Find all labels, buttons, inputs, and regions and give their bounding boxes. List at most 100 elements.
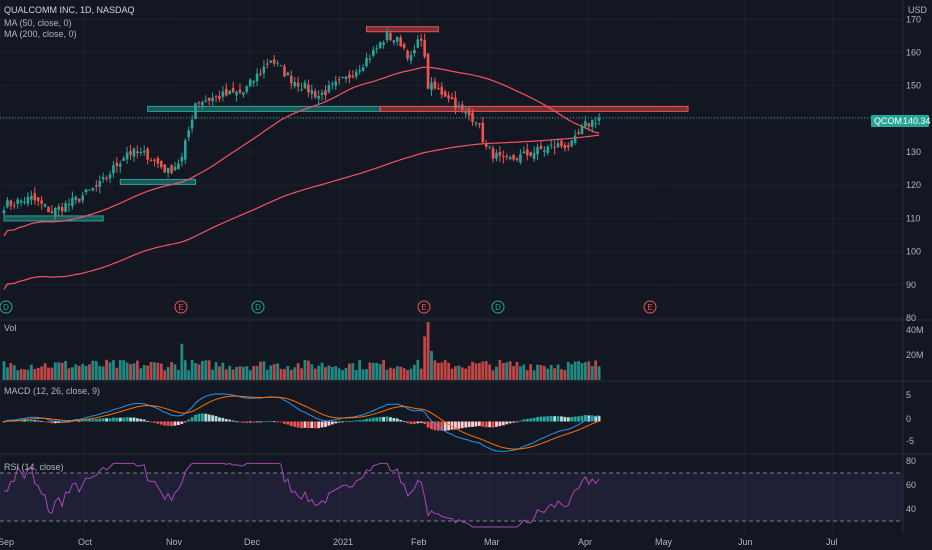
macd-histogram-bar bbox=[330, 421, 334, 425]
candle-body bbox=[402, 44, 406, 49]
candle-body bbox=[218, 96, 221, 100]
candle-body bbox=[361, 67, 365, 71]
candle-body bbox=[276, 62, 279, 64]
macd-histogram-bar bbox=[481, 421, 485, 427]
volume-bar bbox=[498, 359, 502, 380]
volume-bar bbox=[368, 362, 372, 380]
volume-bar bbox=[549, 364, 553, 380]
macd-histogram-bar bbox=[146, 420, 150, 422]
volume-bar bbox=[60, 362, 64, 380]
volume-bar bbox=[12, 365, 16, 380]
volume-bar bbox=[135, 360, 139, 380]
candle-body bbox=[413, 49, 416, 54]
macd-histogram-bar bbox=[495, 421, 498, 427]
volume-bar bbox=[183, 360, 187, 380]
macd-histogram-bar bbox=[395, 418, 399, 422]
volume-bar bbox=[255, 365, 259, 380]
macd-histogram-bar bbox=[368, 418, 372, 422]
volume-bar bbox=[252, 366, 256, 380]
macd-histogram-bar bbox=[375, 417, 379, 422]
volume-bar bbox=[477, 362, 481, 380]
candle-body bbox=[563, 144, 567, 149]
volume-bar bbox=[177, 369, 180, 380]
candle-body bbox=[170, 165, 173, 174]
volume-bar bbox=[71, 367, 74, 380]
macd-histogram-bar bbox=[194, 414, 197, 422]
macd-histogram-bar bbox=[385, 416, 389, 422]
candle-body bbox=[464, 111, 467, 114]
support-zone bbox=[119, 178, 197, 185]
macd-histogram-bar bbox=[313, 421, 317, 429]
volume-tick-label: 40M bbox=[906, 325, 924, 335]
volume-bar bbox=[214, 362, 218, 380]
macd-histogram-bar bbox=[471, 421, 474, 427]
macd-histogram-bar bbox=[197, 413, 201, 422]
volume-bar bbox=[573, 361, 577, 380]
macd-histogram-bar bbox=[279, 421, 283, 423]
macd-histogram-bar bbox=[235, 421, 238, 423]
earnings-marker-label: D bbox=[495, 303, 501, 312]
volume-tick-label: 20M bbox=[906, 350, 924, 360]
candle-body bbox=[471, 112, 474, 122]
volume-bar bbox=[245, 366, 249, 380]
volume-bar bbox=[81, 363, 85, 380]
macd-histogram-bar bbox=[392, 418, 396, 422]
macd-histogram-bar bbox=[221, 417, 225, 422]
time-tick-label: Dec bbox=[244, 537, 261, 547]
volume-bar bbox=[156, 362, 160, 380]
volume-bar bbox=[283, 369, 286, 380]
candle-body bbox=[115, 162, 119, 167]
macd-histogram-bar bbox=[371, 417, 375, 422]
candle-body bbox=[125, 152, 129, 160]
volume-bar bbox=[238, 366, 242, 380]
volume-bar bbox=[129, 364, 132, 380]
price-tick-label: 100 bbox=[906, 247, 921, 257]
macd-histogram-bar bbox=[53, 421, 57, 424]
candle-body bbox=[67, 203, 71, 206]
macd-histogram-bar bbox=[142, 419, 146, 422]
volume-bar bbox=[385, 369, 389, 380]
volume-bar bbox=[224, 369, 228, 380]
candle-body bbox=[536, 147, 539, 155]
candle-body bbox=[201, 101, 204, 106]
candle-body bbox=[74, 196, 78, 201]
candle-body bbox=[177, 163, 180, 170]
volume-bar bbox=[88, 364, 91, 380]
macd-histogram-bar bbox=[549, 415, 553, 422]
candle-body bbox=[488, 147, 491, 149]
volume-bar bbox=[74, 364, 78, 380]
volume-bar bbox=[519, 366, 522, 380]
volume-bar bbox=[488, 364, 492, 380]
rsi-line bbox=[4, 462, 600, 528]
candle-body bbox=[95, 185, 98, 187]
macd-histogram-bar bbox=[190, 417, 194, 422]
candle-body bbox=[228, 90, 232, 95]
volume-bar bbox=[320, 362, 324, 380]
earnings-marker-label: E bbox=[178, 303, 183, 312]
volume-bar bbox=[300, 368, 303, 380]
time-tick-label: May bbox=[655, 537, 673, 547]
volume-bar bbox=[454, 366, 457, 380]
macd-histogram-bar bbox=[94, 419, 98, 422]
candle-body bbox=[183, 140, 187, 160]
candle-body bbox=[539, 145, 543, 150]
volume-bar bbox=[112, 360, 115, 380]
candle-body bbox=[437, 88, 440, 90]
volume-bar bbox=[173, 364, 177, 380]
macd-histogram-bar bbox=[276, 421, 279, 423]
candle-body bbox=[214, 95, 218, 97]
candle-body bbox=[108, 174, 112, 179]
ma50-legend: MA (50, close, 0) bbox=[4, 18, 72, 28]
volume-bar bbox=[426, 322, 430, 380]
macd-histogram-bar bbox=[122, 417, 126, 422]
candle-body bbox=[146, 148, 149, 160]
macd-histogram-bar bbox=[546, 416, 550, 422]
support-zone bbox=[147, 105, 381, 112]
candle-body bbox=[204, 100, 208, 102]
candle-body bbox=[112, 165, 115, 174]
candle-body bbox=[505, 156, 509, 158]
candle-body bbox=[419, 38, 423, 41]
